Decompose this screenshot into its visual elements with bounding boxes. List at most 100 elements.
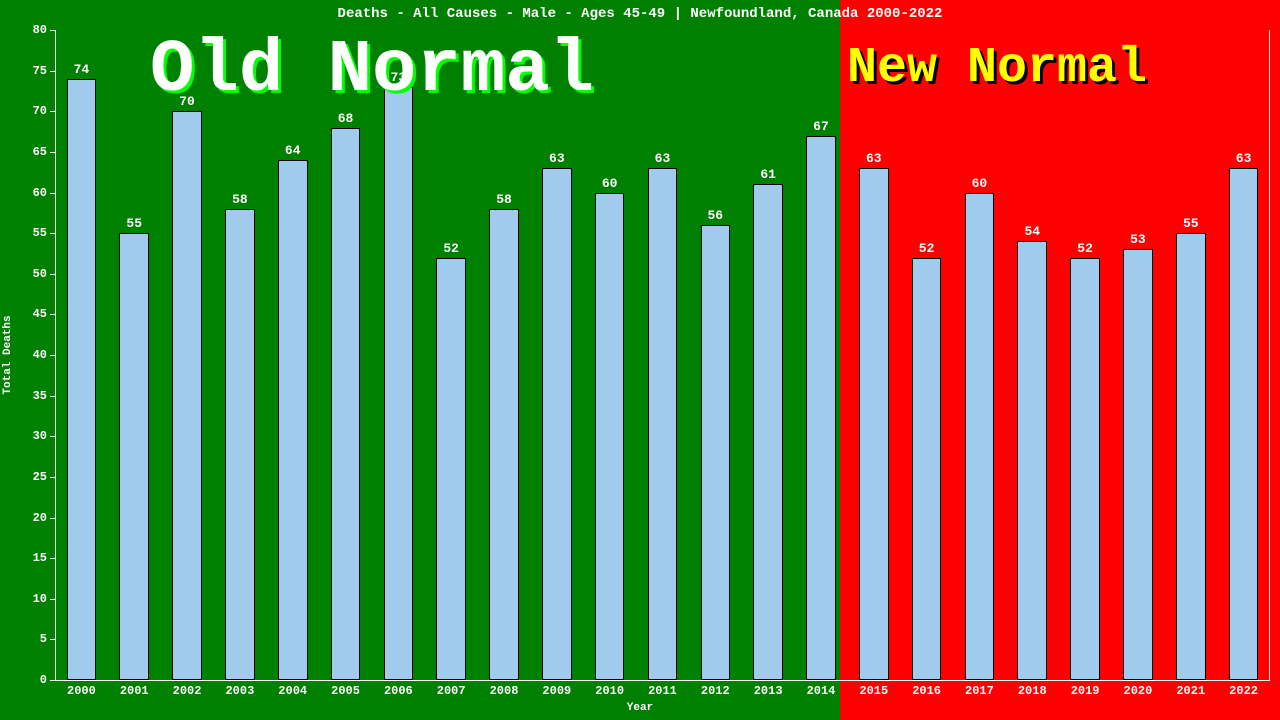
x-tick: 2009	[530, 684, 583, 698]
bar	[701, 225, 731, 680]
y-tick: 65	[0, 145, 47, 159]
x-tick: 2019	[1059, 684, 1112, 698]
y-tick: 75	[0, 64, 47, 78]
y-tick: 50	[0, 267, 47, 281]
bar-value-label: 52	[900, 241, 953, 256]
y-tick-mark	[50, 233, 55, 234]
y-axis-line-right	[1269, 30, 1270, 680]
bar	[225, 209, 255, 680]
y-tick: 15	[0, 551, 47, 565]
bar-value-label: 52	[1059, 241, 1112, 256]
x-tick: 2002	[161, 684, 214, 698]
chart-title: Deaths - All Causes - Male - Ages 45-49 …	[0, 6, 1280, 22]
y-tick-mark	[50, 30, 55, 31]
x-tick: 2021	[1164, 684, 1217, 698]
x-tick: 2001	[108, 684, 161, 698]
x-tick: 2014	[795, 684, 848, 698]
y-tick: 5	[0, 632, 47, 646]
x-tick: 2011	[636, 684, 689, 698]
y-tick: 25	[0, 470, 47, 484]
y-axis-line	[55, 30, 56, 680]
y-axis-label: Total Deaths	[2, 315, 14, 394]
y-tick: 20	[0, 511, 47, 525]
y-tick-mark	[50, 193, 55, 194]
x-tick: 2006	[372, 684, 425, 698]
x-tick: 2007	[425, 684, 478, 698]
x-tick: 2018	[1006, 684, 1059, 698]
bar	[595, 193, 625, 681]
y-tick: 30	[0, 429, 47, 443]
y-tick-mark	[50, 558, 55, 559]
y-tick-mark	[50, 396, 55, 397]
background-region-1	[840, 0, 1280, 720]
y-tick-mark	[50, 518, 55, 519]
y-tick-mark	[50, 152, 55, 153]
bar	[1229, 168, 1259, 680]
bar-value-label: 58	[478, 192, 531, 207]
x-tick: 2020	[1112, 684, 1165, 698]
bar-value-label: 61	[742, 167, 795, 182]
bar-value-label: 53	[1112, 232, 1165, 247]
bar	[1017, 241, 1047, 680]
bar	[384, 87, 414, 680]
overlay-old-normal: Old Normal	[150, 34, 594, 108]
x-tick: 2016	[900, 684, 953, 698]
bar-value-label: 60	[583, 176, 636, 191]
x-tick: 2013	[742, 684, 795, 698]
bar	[1176, 233, 1206, 680]
bar	[859, 168, 889, 680]
bar	[753, 184, 783, 680]
bar-value-label: 63	[847, 151, 900, 166]
y-tick: 80	[0, 23, 47, 37]
x-tick: 2005	[319, 684, 372, 698]
overlay-new-normal: New Normal	[847, 44, 1147, 94]
x-tick: 2012	[689, 684, 742, 698]
bar	[1070, 258, 1100, 681]
x-tick: 2003	[213, 684, 266, 698]
bar	[1123, 249, 1153, 680]
bar-value-label: 58	[213, 192, 266, 207]
bar-value-label: 55	[108, 216, 161, 231]
y-tick: 10	[0, 592, 47, 606]
x-tick: 2008	[478, 684, 531, 698]
x-tick: 2000	[55, 684, 108, 698]
bar-value-label: 63	[636, 151, 689, 166]
bar	[965, 193, 995, 681]
bar	[489, 209, 519, 680]
y-tick: 0	[0, 673, 47, 687]
y-tick-mark	[50, 477, 55, 478]
x-tick: 2004	[266, 684, 319, 698]
y-tick-mark	[50, 639, 55, 640]
bar-value-label: 52	[425, 241, 478, 256]
x-tick: 2015	[847, 684, 900, 698]
bar	[436, 258, 466, 681]
x-tick: 2017	[953, 684, 1006, 698]
bar	[278, 160, 308, 680]
bar-value-label: 67	[795, 119, 848, 134]
bar	[67, 79, 97, 680]
y-tick-mark	[50, 436, 55, 437]
y-tick: 70	[0, 104, 47, 118]
y-tick-mark	[50, 111, 55, 112]
y-tick: 55	[0, 226, 47, 240]
y-tick-mark	[50, 314, 55, 315]
y-tick-mark	[50, 599, 55, 600]
bar	[331, 128, 361, 681]
chart-root: Deaths - All Causes - Male - Ages 45-49 …	[0, 0, 1280, 720]
y-tick-mark	[50, 355, 55, 356]
bar	[119, 233, 149, 680]
bar-value-label: 74	[55, 62, 108, 77]
x-axis-line	[55, 680, 1270, 681]
bar	[648, 168, 678, 680]
bar-value-label: 54	[1006, 224, 1059, 239]
x-tick: 2010	[583, 684, 636, 698]
bar	[912, 258, 942, 681]
bar-value-label: 64	[266, 143, 319, 158]
y-tick: 60	[0, 186, 47, 200]
y-tick-mark	[50, 680, 55, 681]
bar-value-label: 63	[530, 151, 583, 166]
bar-value-label: 63	[1217, 151, 1270, 166]
x-tick: 2022	[1217, 684, 1270, 698]
bar-value-label: 60	[953, 176, 1006, 191]
bar-value-label: 55	[1164, 216, 1217, 231]
